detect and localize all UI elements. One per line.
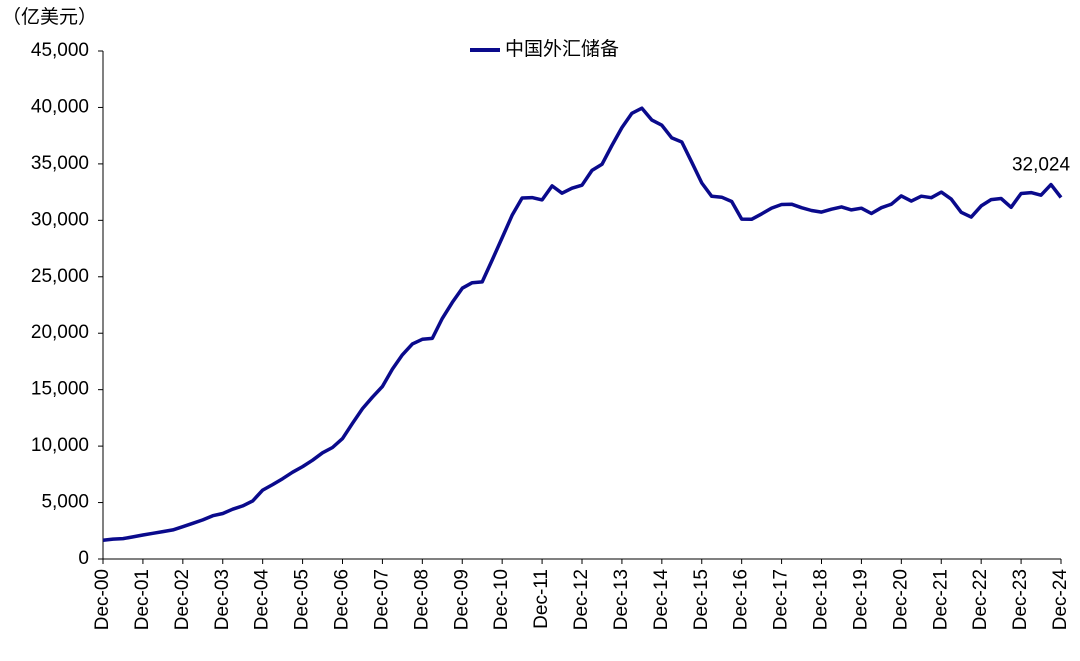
- y-tick-label: 15,000: [31, 379, 89, 400]
- x-tick-label: Dec-18: [811, 569, 832, 630]
- x-tick-label: Dec-21: [930, 569, 951, 630]
- x-tick-label: Dec-23: [1010, 569, 1031, 630]
- y-axis-label: （亿美元）: [2, 6, 97, 28]
- y-tick-label: 0: [78, 548, 89, 569]
- x-tick-label: Dec-08: [411, 569, 432, 630]
- x-tick-label: Dec-10: [491, 569, 512, 630]
- x-tick-label: Dec-20: [890, 569, 911, 630]
- y-tick-label: 40,000: [31, 96, 89, 117]
- y-tick-label: 20,000: [31, 322, 89, 343]
- x-tick-label: Dec-07: [371, 569, 392, 630]
- x-tick-label: Dec-19: [850, 569, 871, 630]
- x-tick-label: Dec-03: [212, 569, 233, 630]
- x-tick-label: Dec-04: [252, 569, 273, 631]
- x-tick-label: Dec-22: [970, 569, 991, 630]
- x-tick-label: Dec-24: [1050, 569, 1071, 631]
- x-tick-label: Dec-12: [571, 569, 592, 630]
- x-tick-label: Dec-01: [132, 569, 153, 630]
- x-tick-label: Dec-14: [651, 569, 672, 631]
- x-tick-label: Dec-13: [611, 569, 632, 630]
- legend-label: 中国外汇储备: [505, 38, 619, 60]
- x-tick-label: Dec-17: [771, 569, 792, 630]
- x-tick-label: Dec-11: [531, 569, 552, 629]
- y-tick-label: 10,000: [31, 435, 89, 456]
- x-tick-label: Dec-06: [332, 569, 353, 630]
- x-tick-label: Dec-15: [691, 569, 712, 630]
- x-tick-label: Dec-00: [92, 569, 113, 630]
- y-tick-label: 45,000: [31, 40, 89, 61]
- y-tick-label: 25,000: [31, 266, 89, 287]
- x-tick-label: Dec-05: [292, 569, 313, 630]
- y-tick-label: 30,000: [31, 209, 89, 230]
- y-tick-label: 35,000: [31, 153, 89, 174]
- x-tick-label: Dec-02: [172, 569, 193, 630]
- series-line: [102, 106, 1063, 543]
- y-tick-label: 5,000: [41, 492, 89, 513]
- x-tick-label: Dec-09: [451, 569, 472, 630]
- x-tick-label: Dec-16: [731, 569, 752, 630]
- data-label: 32,024: [1012, 155, 1071, 176]
